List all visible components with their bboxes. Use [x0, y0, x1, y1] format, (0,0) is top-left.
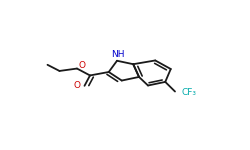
Text: CF₃: CF₃: [182, 88, 197, 97]
Text: NH: NH: [111, 50, 124, 59]
Text: O: O: [78, 61, 86, 70]
Text: O: O: [73, 81, 80, 90]
